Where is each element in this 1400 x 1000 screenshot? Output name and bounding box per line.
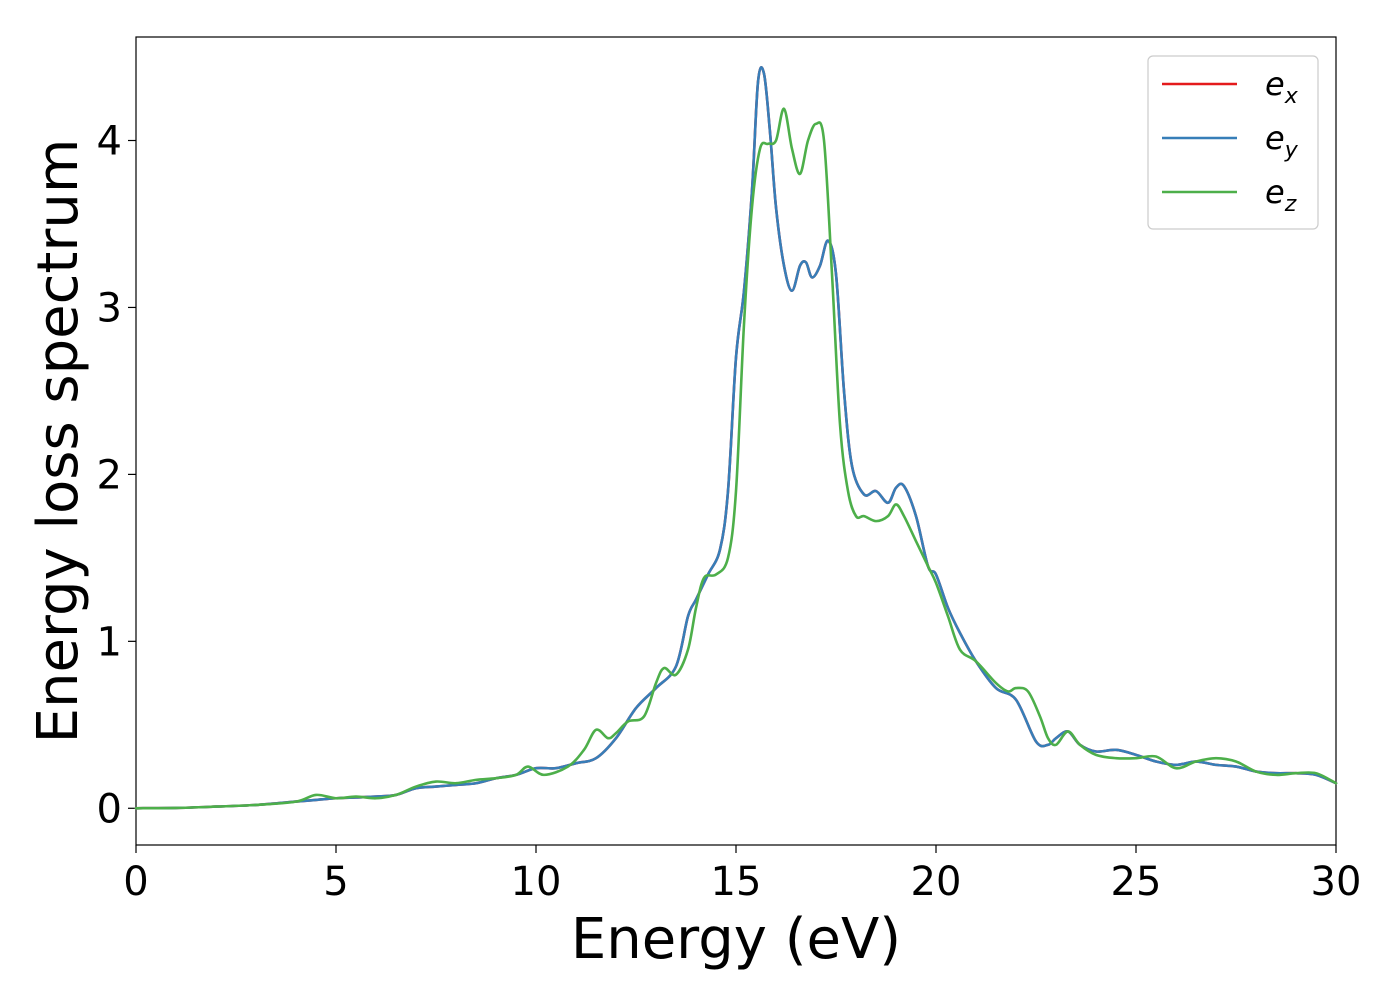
- y-axis-title: Energy loss spectrum: [26, 139, 91, 744]
- x-tick-label: 25: [1111, 859, 1162, 905]
- x-axis-title: Energy (eV): [571, 907, 901, 972]
- legend-label-subscript: y: [1284, 138, 1299, 163]
- x-tick-label: 10: [511, 859, 562, 905]
- legend-label-z: ez: [1265, 173, 1297, 217]
- legend-label-base: e: [1265, 173, 1285, 211]
- y-axis: 0 1 2 3 4: [97, 119, 136, 832]
- x-tick-label: 15: [711, 859, 762, 905]
- x-axis: 0 5 10 15 20 25 30: [123, 845, 1361, 905]
- y-tick-label: 0: [97, 786, 122, 832]
- x-tick-label: 5: [323, 859, 348, 905]
- legend-box: [1147, 55, 1319, 230]
- y-tick-label: 2: [97, 452, 122, 498]
- legend-label-base: e: [1265, 119, 1285, 157]
- y-tick-label: 1: [97, 619, 122, 665]
- series-layer: [134, 66, 1338, 810]
- legend-label-x: ex: [1265, 65, 1299, 109]
- x-tick-label: 0: [123, 859, 148, 905]
- legend-label-y: ey: [1265, 119, 1299, 163]
- series-line-z: [134, 107, 1338, 810]
- legend-label-subscript: z: [1284, 192, 1297, 217]
- y-tick-label: 3: [97, 285, 122, 331]
- y-tick-label: 4: [97, 119, 122, 165]
- legend-label-base: e: [1265, 65, 1285, 103]
- x-tick-label: 30: [1311, 859, 1362, 905]
- x-tick-label: 20: [911, 859, 962, 905]
- legend-label-subscript: x: [1284, 84, 1299, 109]
